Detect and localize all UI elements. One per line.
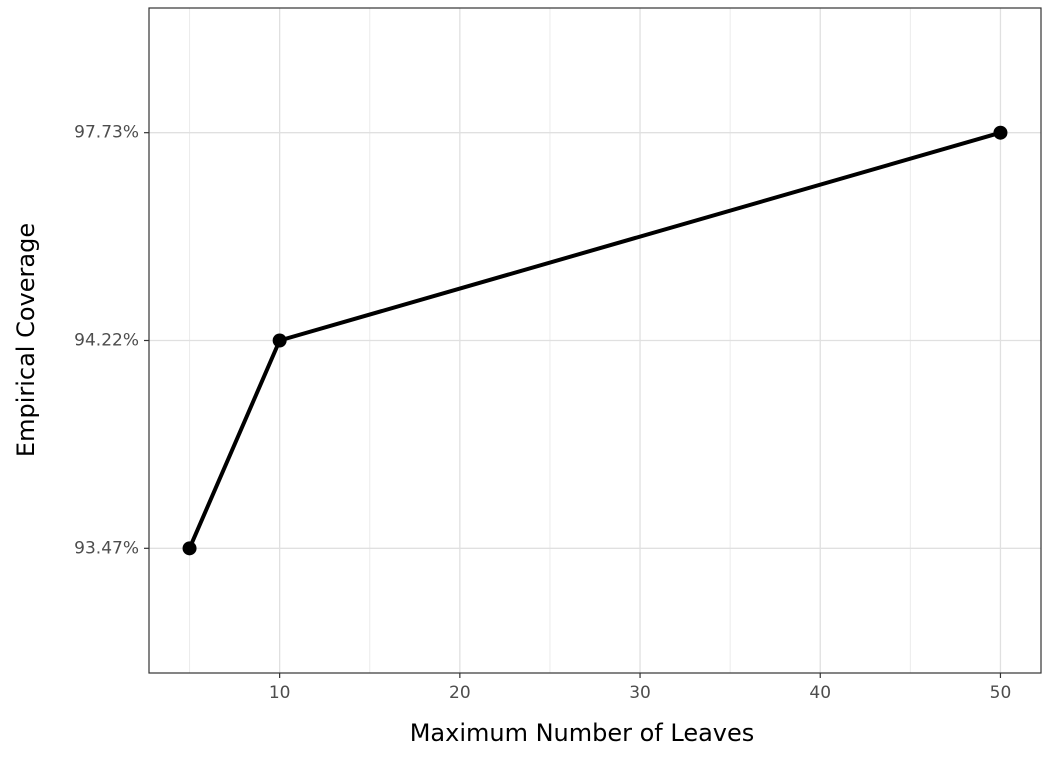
y-tick-label: 93.47%: [74, 538, 139, 558]
point: [182, 541, 197, 556]
y-axis-title: Empirical Coverage: [12, 223, 40, 457]
x-tick-label: 20: [449, 683, 471, 703]
x-tick-label: 30: [629, 683, 651, 703]
x-tick-label: 10: [269, 683, 291, 703]
x-tick-label: 50: [990, 683, 1012, 703]
point: [993, 125, 1008, 140]
x-axis-title: Maximum Number of Leaves: [410, 719, 755, 747]
x-tick-label: 40: [809, 683, 831, 703]
y-tick-label: 97.73%: [74, 123, 139, 143]
point: [272, 333, 287, 348]
y-tick-label: 94.22%: [74, 331, 139, 351]
